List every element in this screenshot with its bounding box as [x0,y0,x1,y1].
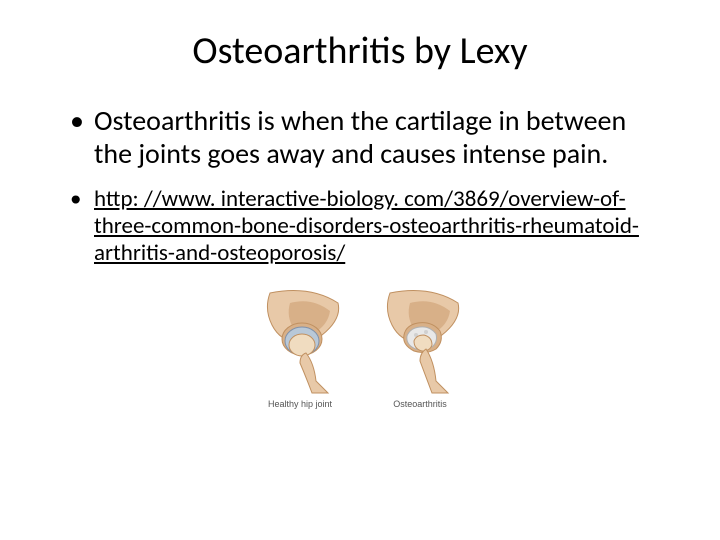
hip-osteoarthritis-icon [370,285,470,395]
slide: Osteoarthritis by Lexy Osteoarthritis is… [0,28,720,540]
bullet-main-text: Osteoarthritis is when the cartilage in … [94,103,626,171]
slide-title: Osteoarthritis by Lexy [0,28,720,74]
caption-healthy: Healthy hip joint [268,399,332,409]
figure-osteoarthritis: Osteoarthritis [370,285,470,409]
figure-healthy: Healthy hip joint [250,285,350,409]
bullet-main: Osteoarthritis is when the cartilage in … [70,104,660,170]
hip-healthy-icon [250,285,350,395]
slide-body: Osteoarthritis is when the cartilage in … [70,104,660,267]
caption-osteoarthritis: Osteoarthritis [393,399,447,409]
figure-row: Healthy hip joint Osteoarthritis [0,285,720,409]
bullet-list: Osteoarthritis is when the cartilage in … [70,104,660,267]
bullet-link: http: //www. interactive-biology. com/38… [70,186,660,267]
link-text[interactable]: http: //www. interactive-biology. com/38… [94,185,639,267]
